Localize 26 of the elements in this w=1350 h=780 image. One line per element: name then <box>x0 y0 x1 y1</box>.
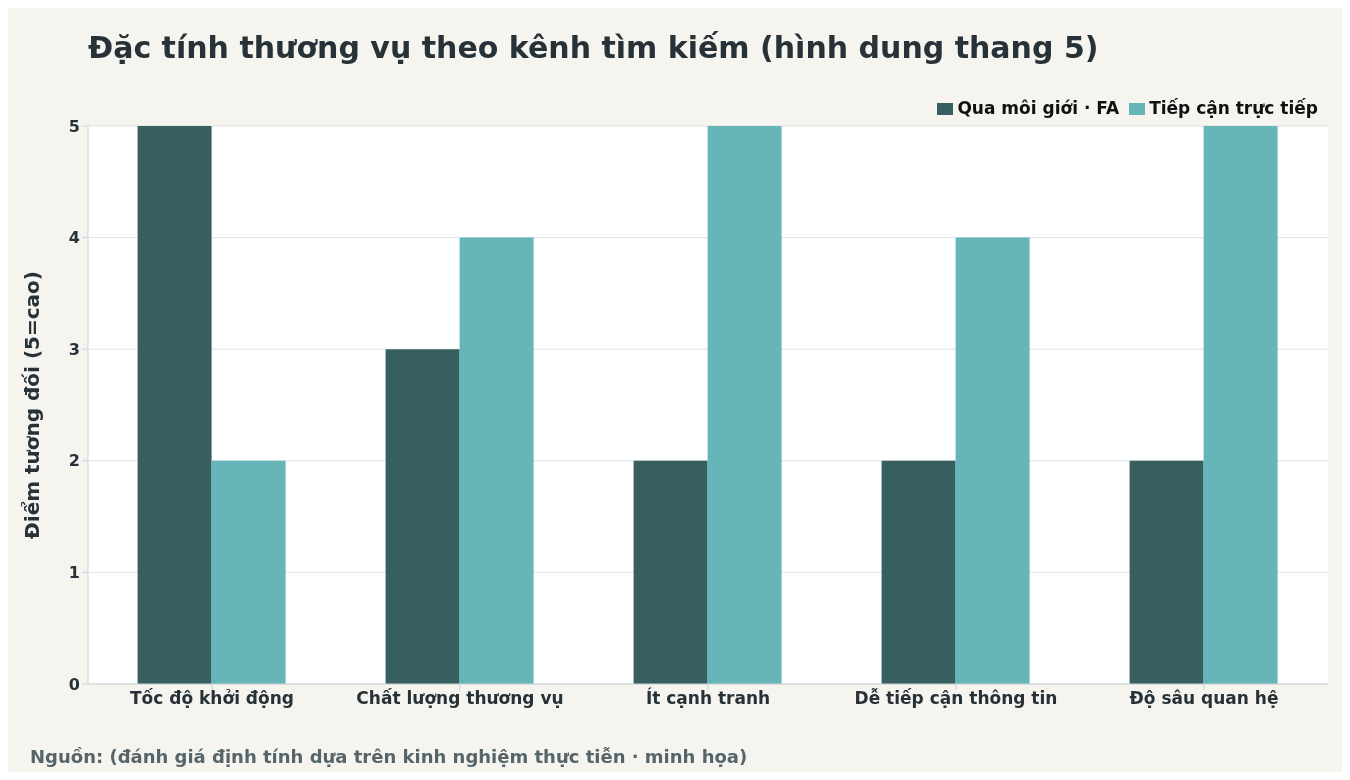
y-tick-label: 2 <box>68 451 80 471</box>
bar <box>881 460 956 684</box>
bar <box>1203 126 1278 684</box>
x-tick-label: Dễ tiếp cận thông tin <box>854 687 1058 709</box>
y-tick-label: 1 <box>68 563 80 583</box>
bar <box>137 126 212 684</box>
bar <box>955 237 1030 684</box>
y-axis-title: Điểm tương đối (5=cao) <box>20 271 45 539</box>
legend-label: Qua môi giới · FA <box>957 98 1120 118</box>
y-tick-label: 3 <box>68 339 80 359</box>
x-tick-label: Độ sâu quan hệ <box>1129 688 1279 709</box>
bar <box>385 349 460 684</box>
bar <box>459 237 534 684</box>
bar <box>211 460 286 684</box>
bar <box>633 460 708 684</box>
y-tick-label: 4 <box>68 228 80 248</box>
legend-label: Tiếp cận trực tiếp <box>1149 98 1318 118</box>
bar <box>1129 460 1204 684</box>
text: Nguồn: (đánh giá định tính dựa trên kinh nghiệm thực tiễn · minh họa) <box>30 746 748 767</box>
x-tick-label: Tốc độ khởi động <box>130 688 294 709</box>
bar <box>707 126 782 684</box>
x-tick-label: Ít cạnh tranh <box>645 687 771 709</box>
y-tick-label: 5 <box>68 116 80 136</box>
x-tick-label: Chất lượng thương vụ <box>356 688 564 709</box>
y-tick-label: 0 <box>68 674 80 694</box>
chart-title: Đặc tính thương vụ theo kênh tìm kiếm (hình dung thang 5) <box>88 30 1099 65</box>
